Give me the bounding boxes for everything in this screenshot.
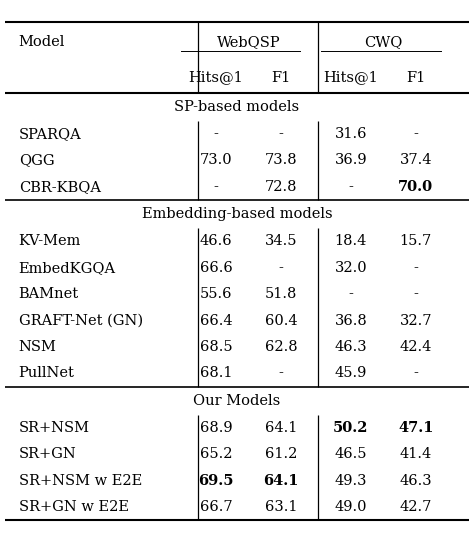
Text: 42.4: 42.4 [400,340,432,354]
Text: 15.7: 15.7 [400,234,432,249]
Text: 46.5: 46.5 [335,447,367,461]
Text: QGG: QGG [18,153,55,168]
Text: -: - [214,127,219,141]
Text: NSM: NSM [18,340,56,354]
Text: WebQSP: WebQSP [217,36,281,49]
Text: 47.1: 47.1 [398,421,434,435]
Text: -: - [279,261,283,275]
Text: 68.5: 68.5 [200,340,232,354]
Text: -: - [413,366,418,380]
Text: 68.9: 68.9 [200,421,232,435]
Text: 18.4: 18.4 [335,234,367,249]
Text: SR+NSM: SR+NSM [18,421,90,435]
Text: 34.5: 34.5 [265,234,297,249]
Text: -: - [413,287,418,301]
Text: -: - [348,180,353,194]
Text: SR+GN w E2E: SR+GN w E2E [18,500,128,514]
Text: SPARQA: SPARQA [18,127,82,141]
Text: Hits@1: Hits@1 [323,70,378,84]
Text: 70.0: 70.0 [398,180,433,194]
Text: 36.9: 36.9 [335,153,367,168]
Text: -: - [413,261,418,275]
Text: 73.0: 73.0 [200,153,232,168]
Text: 73.8: 73.8 [265,153,298,168]
Text: 46.3: 46.3 [335,340,367,354]
Text: 72.8: 72.8 [265,180,297,194]
Text: 60.4: 60.4 [265,314,298,327]
Text: Our Models: Our Models [193,393,281,408]
Text: 66.4: 66.4 [200,314,232,327]
Text: 46.6: 46.6 [200,234,232,249]
Text: 62.8: 62.8 [265,340,298,354]
Text: 69.5: 69.5 [198,474,234,488]
Text: 49.3: 49.3 [335,474,367,488]
Text: Model: Model [18,36,65,49]
Text: F1: F1 [406,70,426,84]
Text: Embedding-based models: Embedding-based models [142,207,332,221]
Text: 68.1: 68.1 [200,366,232,380]
Text: 42.7: 42.7 [400,500,432,514]
Text: 55.6: 55.6 [200,287,232,301]
Text: 61.2: 61.2 [265,447,297,461]
Text: Hits@1: Hits@1 [189,70,244,84]
Text: F1: F1 [272,70,291,84]
Text: 51.8: 51.8 [265,287,297,301]
Text: 37.4: 37.4 [400,153,432,168]
Text: 32.0: 32.0 [335,261,367,275]
Text: 31.6: 31.6 [335,127,367,141]
Text: -: - [413,127,418,141]
Text: 49.0: 49.0 [335,500,367,514]
Text: SR+NSM w E2E: SR+NSM w E2E [18,474,142,488]
Text: 64.1: 64.1 [265,421,297,435]
Text: KV-Mem: KV-Mem [18,234,81,249]
Text: 64.1: 64.1 [264,474,299,488]
Text: 32.7: 32.7 [400,314,432,327]
Text: BAMnet: BAMnet [18,287,79,301]
Text: PullNet: PullNet [18,366,74,380]
Text: -: - [279,366,283,380]
Text: SR+GN: SR+GN [18,447,76,461]
Text: EmbedKGQA: EmbedKGQA [18,261,116,275]
Text: -: - [348,287,353,301]
Text: 65.2: 65.2 [200,447,232,461]
Text: GRAFT-Net (GN): GRAFT-Net (GN) [18,314,143,327]
Text: CBR-KBQA: CBR-KBQA [18,180,100,194]
Text: -: - [214,180,219,194]
Text: 66.6: 66.6 [200,261,232,275]
Text: -: - [279,127,283,141]
Text: 66.7: 66.7 [200,500,232,514]
Text: 45.9: 45.9 [335,366,367,380]
Text: SP-based models: SP-based models [174,100,300,114]
Text: CWQ: CWQ [364,36,402,49]
Text: 36.8: 36.8 [335,314,367,327]
Text: 50.2: 50.2 [333,421,369,435]
Text: 41.4: 41.4 [400,447,432,461]
Text: 46.3: 46.3 [400,474,432,488]
Text: 63.1: 63.1 [265,500,297,514]
